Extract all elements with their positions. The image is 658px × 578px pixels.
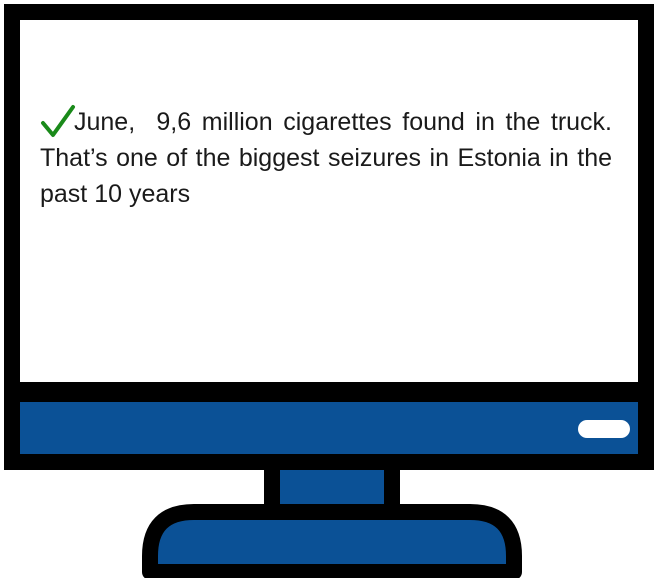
check-icon xyxy=(41,105,75,137)
screen-message: June, 9,6 million cigarettes found in th… xyxy=(40,104,612,212)
monitor-bezel xyxy=(20,402,638,454)
message-text: June, 9,6 million cigarettes found in th… xyxy=(40,108,619,208)
monitor-screen xyxy=(20,20,638,382)
monitor-base xyxy=(142,504,522,578)
power-button xyxy=(578,420,630,438)
